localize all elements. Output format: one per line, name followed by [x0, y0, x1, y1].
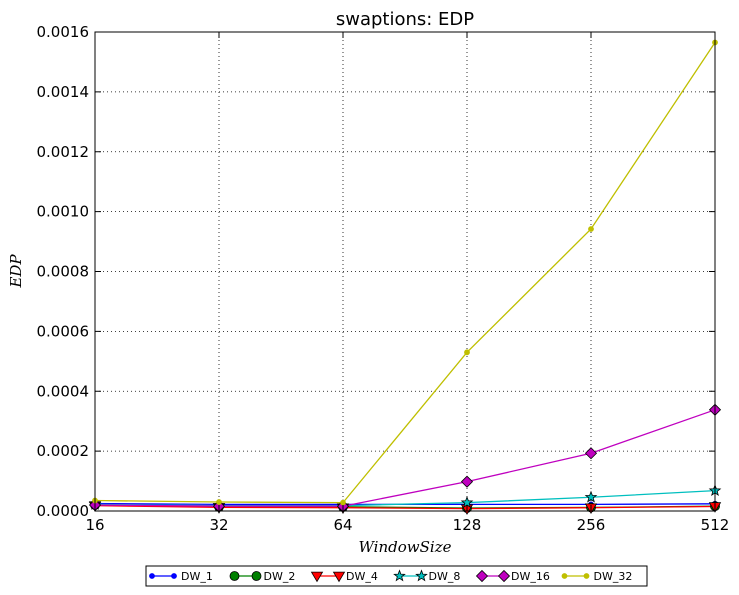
legend-label-dw-1: DW_1 — [181, 570, 213, 583]
series-line-dw-8 — [94, 489, 716, 507]
legend-label-dw-2: DW_2 — [264, 570, 296, 583]
y-tick-label: 0.0010 — [37, 203, 90, 221]
series-line-dw-4 — [94, 504, 716, 510]
legend-marker-dw-2 — [229, 571, 240, 581]
chart-title: swaptions: EDP — [336, 9, 474, 30]
x-tick-label: 32 — [209, 516, 228, 534]
x-tick-label: 64 — [333, 516, 352, 534]
legend: DW_1 DW_2 DW_4 DW_8 DW_16 DW_32 — [145, 565, 648, 587]
y-tick-label: 0.0002 — [37, 442, 90, 460]
legend-marker-dw-4 — [332, 571, 346, 583]
legend-entry-dw-8: DW_8 — [393, 569, 461, 583]
legend-entry-dw-1: DW_1 — [149, 570, 213, 583]
data-point-dw-8 — [460, 495, 474, 508]
legend-marker-dw-1 — [171, 573, 177, 579]
y-tick-label: 0.0006 — [37, 322, 90, 340]
y-tick-label: 0.0016 — [37, 23, 90, 41]
data-point-dw-32 — [216, 499, 222, 505]
legend-marker-dw-8 — [415, 569, 428, 582]
legend-entry-dw-2: DW_2 — [229, 570, 296, 583]
data-point-dw-16 — [584, 447, 598, 460]
legend-label-dw-16: DW_16 — [511, 570, 550, 583]
series-markers — [88, 39, 722, 515]
legend-marker-dw-16 — [475, 569, 489, 583]
legend-marker-dw-2 — [251, 571, 262, 581]
series-line-dw-16 — [94, 409, 716, 507]
data-point-dw-32 — [588, 226, 594, 232]
x-axis-label: WindowSize — [359, 538, 452, 556]
legend-marker-dw-1 — [149, 573, 155, 579]
legend-entry-dw-4: DW_4 — [310, 570, 378, 583]
y-tick-label: 0.0004 — [37, 382, 90, 400]
grid-lines — [95, 32, 715, 511]
data-point-dw-32 — [464, 349, 470, 356]
legend-label-dw-4: DW_4 — [346, 570, 378, 583]
legend-marker-dw-8 — [393, 569, 406, 582]
x-tick-label: 512 — [701, 516, 730, 534]
legend-marker-dw-32 — [561, 573, 568, 579]
data-point-dw-8 — [584, 490, 598, 503]
legend-marker-dw-32 — [583, 573, 590, 579]
legend-marker-dw-16 — [497, 569, 511, 583]
x-tick-label: 16 — [85, 516, 104, 534]
x-axis-ticks: 16 32 64 128 256 512 — [85, 32, 729, 534]
legend-label-dw-8: DW_8 — [429, 570, 461, 583]
legend-entry-dw-16: DW_16 — [475, 569, 550, 583]
y-tick-label: 0.0008 — [37, 263, 90, 281]
y-axis-ticks: 0.0000 0.0002 0.0004 0.0006 0.0008 0.0010 0.00… — [37, 23, 715, 520]
series-lines — [94, 42, 716, 510]
y-tick-label: 0.0000 — [37, 502, 90, 520]
y-tick-label: 0.0014 — [37, 83, 90, 101]
x-tick-label: 128 — [453, 516, 482, 534]
y-axis-label: EDP — [7, 254, 25, 289]
data-point-dw-16 — [460, 475, 474, 488]
series-line-dw-32 — [94, 42, 716, 504]
x-tick-label: 256 — [577, 516, 606, 534]
y-tick-label: 0.0012 — [37, 143, 90, 161]
data-point-dw-32 — [340, 499, 346, 506]
legend-entry-dw-32: DW_32 — [561, 570, 633, 583]
legend-marker-dw-4 — [310, 571, 324, 583]
legend-label-dw-32: DW_32 — [594, 570, 633, 583]
